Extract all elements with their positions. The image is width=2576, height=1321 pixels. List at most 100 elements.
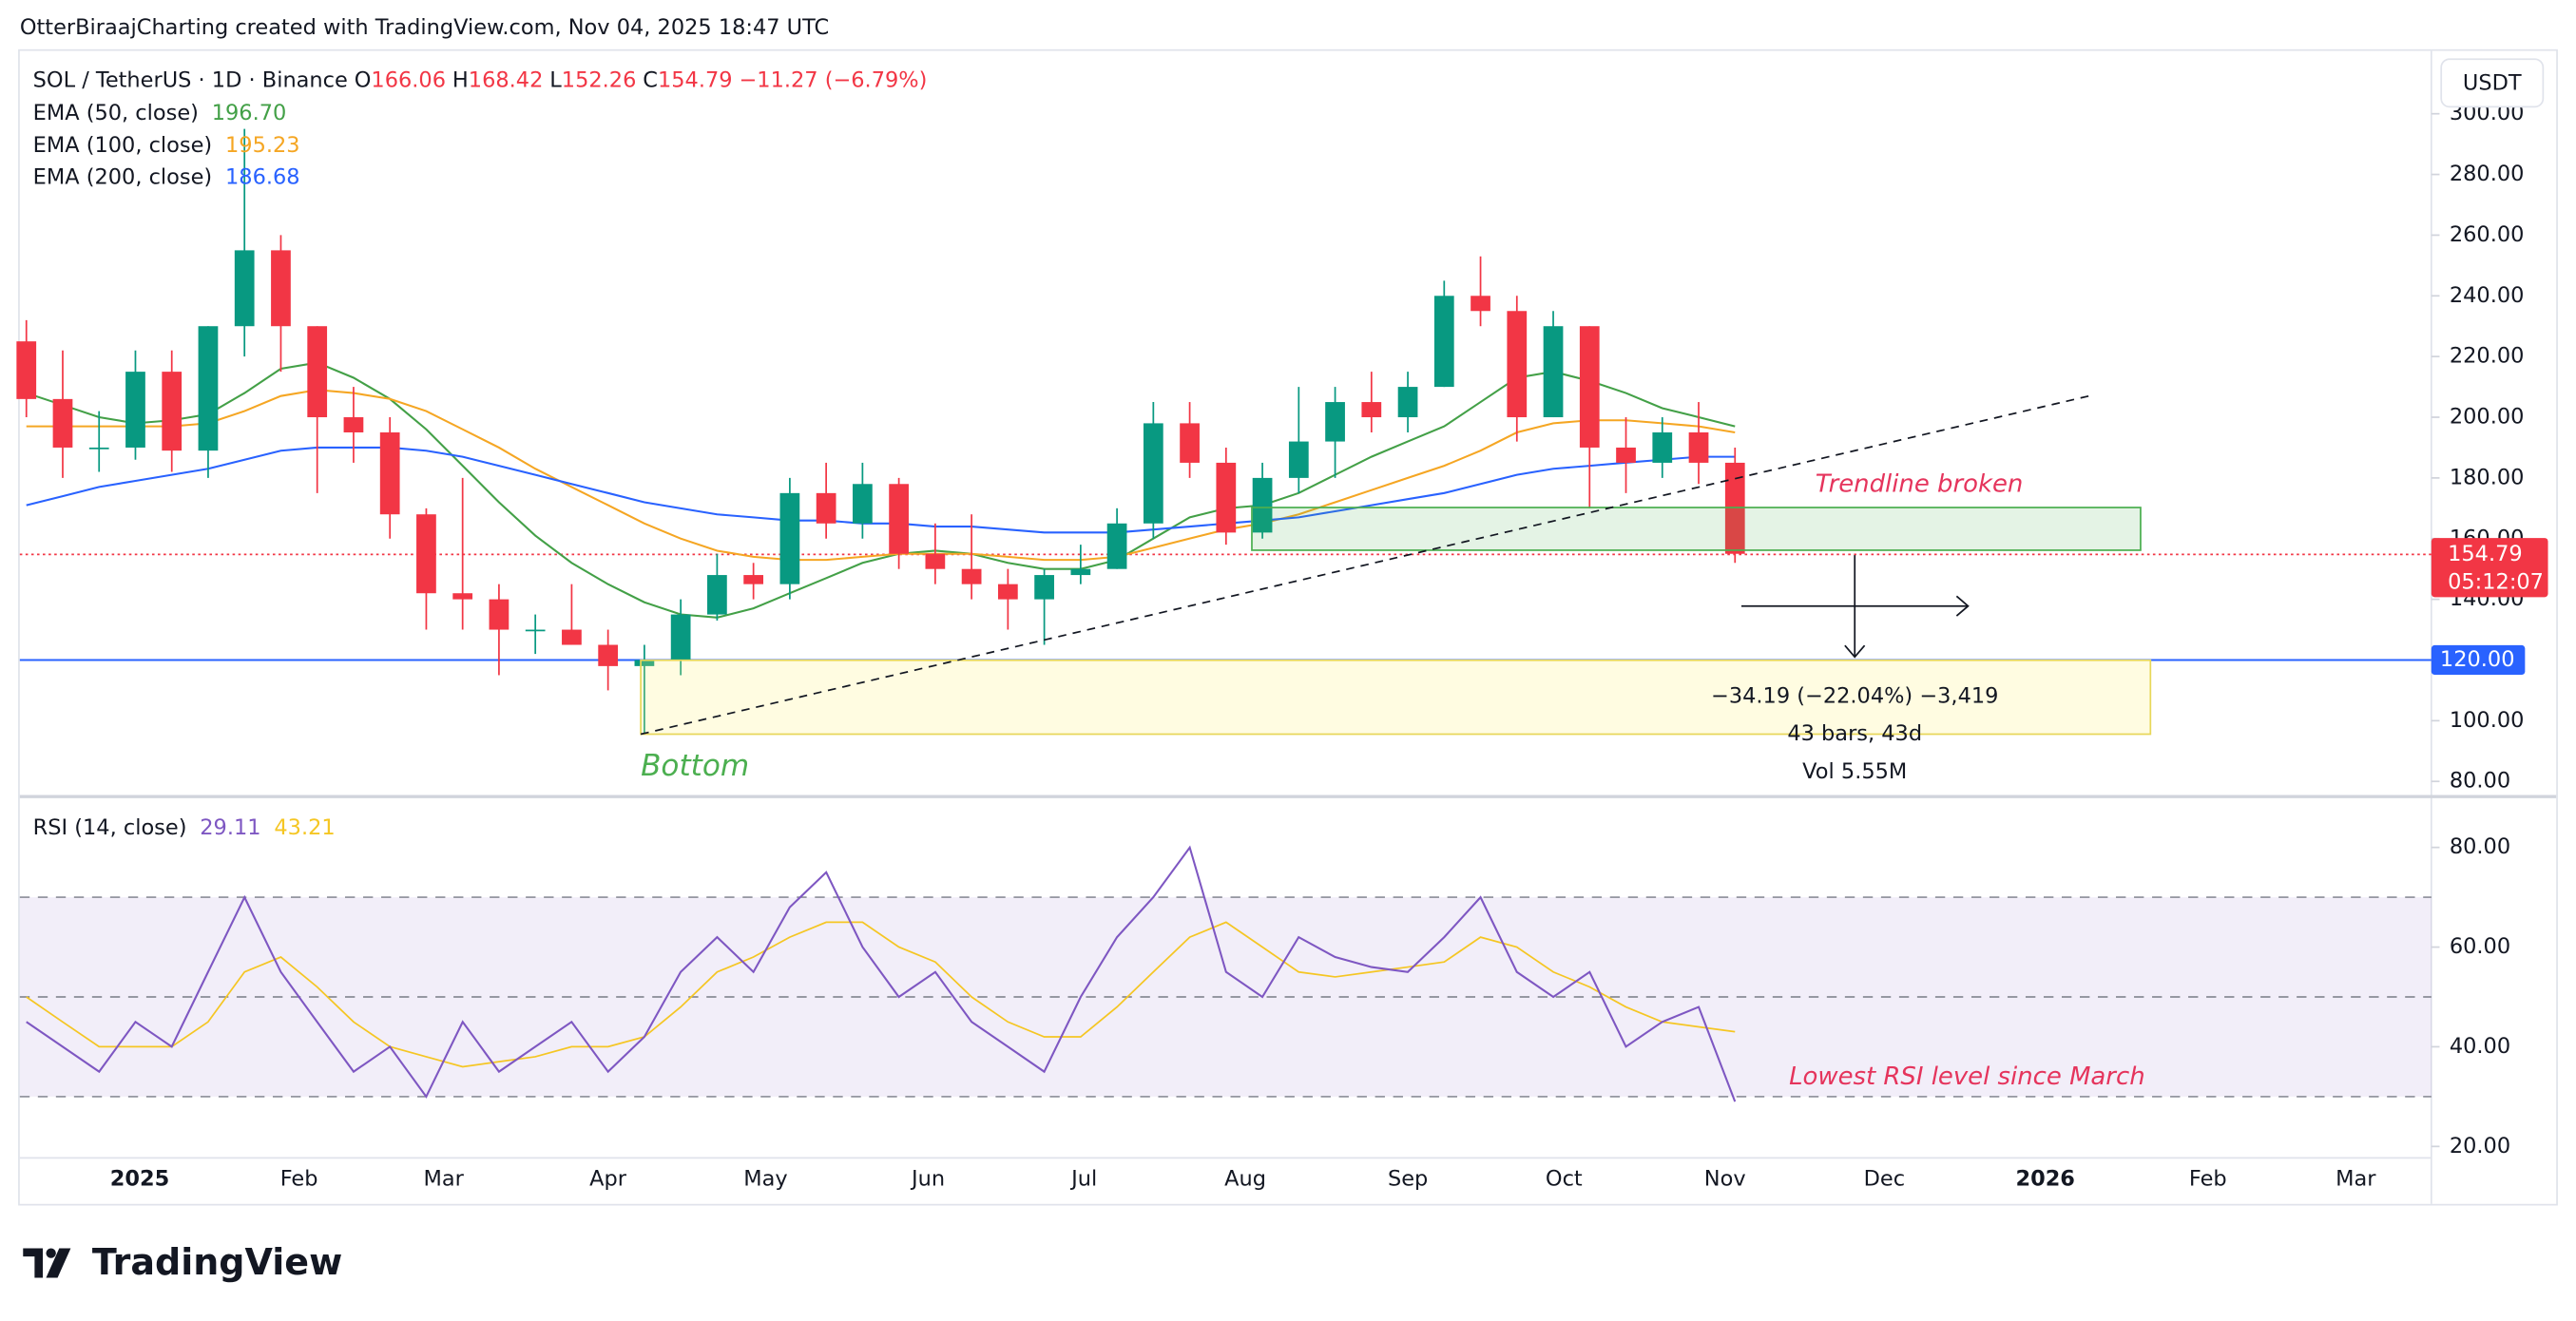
frame [18, 48, 2558, 1206]
candle-body [1252, 477, 1273, 533]
ema-value: 196.70 [212, 101, 287, 125]
rsi-tick-label: 20.00 [2450, 1134, 2510, 1158]
x-tick-label: Aug [1224, 1166, 1266, 1191]
candle-body [271, 250, 291, 327]
candle-body [997, 584, 1018, 600]
candle-body [125, 372, 145, 448]
header: OtterBiraajCharting created with Trading… [20, 15, 829, 40]
y-tick-label: 180.00 [2450, 465, 2525, 489]
level-label-box [2431, 644, 2526, 676]
candle-body [1180, 423, 1200, 463]
candle-body [416, 514, 436, 594]
candle-body [379, 431, 400, 515]
candle-body [961, 568, 982, 584]
candle-body [889, 484, 909, 554]
quote-value: 154.79 [658, 67, 733, 92]
logo-icon [23, 1248, 71, 1278]
y-tick-label: 200.00 [2450, 405, 2525, 430]
x-tick-label: May [743, 1166, 787, 1191]
rsi-title: RSI (14, close) [33, 815, 187, 840]
candle-body [1652, 431, 1673, 463]
candle-body [670, 614, 691, 660]
quote: O166.06 H168.42 L152.26 C154.79 [355, 67, 733, 92]
rsi-value: 29.11 [200, 815, 260, 840]
ema-legend-item: EMA (50, close) 196.70 [33, 101, 287, 125]
annotation: Bottom [641, 749, 749, 783]
candle-body [598, 644, 619, 666]
quote-value: 168.42 [469, 67, 544, 92]
y-tick-label: 220.00 [2450, 344, 2525, 369]
currency[interactable]: USDT [2463, 71, 2522, 96]
measure-text: −34.19 (−22.04%) −3,419 [1711, 683, 1998, 708]
candle-body [198, 326, 219, 451]
rsi-tick-label: 60.00 [2450, 934, 2510, 959]
candle-body [307, 326, 328, 418]
candle-body [1397, 387, 1418, 418]
y-tick-label: 80.00 [2450, 769, 2510, 794]
arrow-head [1955, 595, 1970, 617]
logo: TradingView [92, 1241, 342, 1283]
legend: SOL / TetherUS · 1D · Binance O166.06 H168… [33, 67, 928, 92]
x-tick-label: Sep [1388, 1166, 1428, 1191]
y-tick-label: 100.00 [2450, 708, 2525, 733]
price-label-box [2431, 538, 2548, 598]
ema-legend-item: EMA (100, close) 195.23 [33, 132, 300, 157]
quote-key: O [355, 67, 372, 92]
candle-body [1471, 296, 1490, 312]
candle-body [1433, 296, 1454, 388]
annotation: Trendline broken [1816, 469, 2024, 498]
x-tick-label: Apr [589, 1166, 627, 1191]
rsi-legend: RSI (14, close) 29.11 43.21 [33, 815, 336, 840]
plot [16, 112, 2440, 1148]
x-tick-label: Feb [2189, 1166, 2227, 1191]
ema-name: EMA (200, close) [33, 164, 213, 189]
rsi-tick-label: 80.00 [2450, 834, 2510, 859]
candle-body [452, 593, 473, 600]
quote-value: 166.06 [371, 67, 446, 92]
candle-body [1106, 523, 1127, 569]
candle-body [1361, 402, 1382, 418]
ema-value: 195.23 [225, 132, 300, 157]
change: −11.27 (−6.79%) [739, 67, 927, 92]
candle-body [707, 575, 727, 615]
quote-value: 152.26 [562, 67, 637, 92]
ema-legend-item: EMA (200, close) 186.68 [33, 164, 300, 189]
candle-body [1579, 326, 1600, 448]
candle-body [1325, 402, 1345, 442]
line [26, 446, 1736, 534]
candle-body [816, 492, 836, 524]
candle-body [853, 484, 873, 524]
y-tick-label: 260.00 [2450, 222, 2525, 247]
line [26, 845, 1737, 1102]
trendline [640, 394, 2090, 736]
measure-text: 43 bars, 43d [1787, 721, 1922, 746]
candle-body [16, 341, 37, 399]
ema-legend: EMA (50, close) 196.70 EMA (100, close) 195… [33, 101, 300, 189]
candle-body [343, 417, 364, 432]
candle-body [489, 599, 509, 630]
candle-body [743, 575, 764, 584]
candle-body [562, 629, 582, 645]
candle-body [1616, 447, 1636, 463]
candle-body [234, 250, 255, 327]
x-tick-label: Nov [1704, 1166, 1746, 1191]
y-tick-label: 280.00 [2450, 162, 2525, 186]
rsi-ma-value: 43.21 [274, 815, 335, 840]
ema-name: EMA (100, close) [33, 132, 213, 157]
candle-body [1216, 462, 1237, 533]
x-tick-label: Mar [424, 1166, 465, 1191]
candle-body [779, 492, 800, 584]
currency-button[interactable] [2440, 58, 2545, 108]
candle-body [925, 553, 946, 569]
support-zone [1251, 507, 2142, 551]
measure-box [640, 659, 2152, 736]
x-tick-label: 2026 [2015, 1166, 2075, 1191]
candle-body [52, 398, 73, 448]
candle-body [1507, 311, 1528, 418]
quote-key: C [643, 67, 658, 92]
x-tick-label: Oct [1546, 1166, 1583, 1191]
candle-body [1288, 441, 1309, 478]
x-tick-label: Jul [1069, 1166, 1097, 1191]
candle-body [634, 660, 655, 666]
x-tick-label: 2025 [110, 1166, 170, 1191]
